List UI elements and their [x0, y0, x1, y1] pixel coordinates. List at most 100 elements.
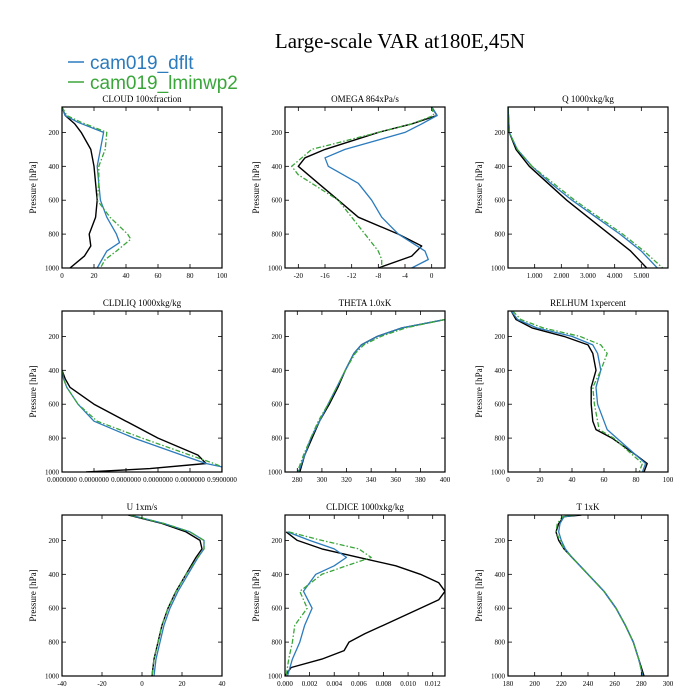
legend: cam019_dflt cam019_lminwp2: [68, 53, 238, 94]
series-line-control: [299, 318, 445, 472]
y-tick-label: 800: [495, 639, 506, 647]
series-line-cam019_dflt: [286, 531, 348, 676]
panel-2: OMEGA 864xPa/s Pressure [hPa] 200 400 600 800…: [251, 94, 446, 280]
y-tick-label: 1000: [491, 265, 506, 273]
legend-label-dflt: cam019_dflt: [90, 53, 194, 74]
panel-5: THETA 1.0xK 200 400 600 800 1000 280 300 320 340 3…: [268, 298, 451, 484]
panel-title: U 1xm/s: [127, 502, 158, 512]
series-line-control: [297, 107, 438, 268]
y-tick-label: 200: [495, 129, 506, 137]
x-tick-label: 300: [663, 680, 674, 688]
x-tick-label: 300: [317, 476, 328, 484]
x-tick-label: 60: [155, 272, 163, 280]
plot-frame: [284, 310, 446, 473]
y-tick-label: 200: [272, 537, 283, 545]
plot-lines: [555, 515, 645, 676]
y-tick-label: 1000: [45, 673, 60, 681]
y-tick-label: 400: [49, 163, 60, 171]
y-tick-label: 200: [272, 129, 283, 137]
series-line-control: [510, 311, 648, 472]
plot-lines: [291, 107, 438, 268]
x-tick-label: 260: [609, 680, 620, 688]
x-tick-label: 20: [537, 476, 545, 484]
y-tick-label: 1000: [268, 673, 283, 681]
x-tick-label: 0.0000000: [47, 476, 77, 484]
y-tick-label: 600: [272, 197, 283, 205]
x-tick-label: 0: [430, 272, 434, 280]
x-tick-label: 400: [440, 476, 451, 484]
x-tick-label: 360: [391, 476, 402, 484]
series-line-cam019_lminwp2: [62, 107, 132, 268]
series-line-control: [62, 107, 98, 268]
x-tick-label: 0.0000000: [111, 476, 141, 484]
panel-title: T 1xK: [576, 502, 600, 512]
x-tick-label: 0.0000000: [175, 476, 205, 484]
plot-frame: [507, 514, 669, 677]
x-tick-label: 240: [583, 680, 594, 688]
y-tick-label: 400: [272, 367, 283, 375]
x-tick-label: 0: [60, 272, 64, 280]
x-tick-label: 80: [633, 476, 641, 484]
x-tick-label: 40: [123, 272, 131, 280]
series-line-cam019_lminwp2: [555, 515, 644, 676]
series-line-cam019_dflt: [558, 515, 644, 676]
y-tick-label: 400: [495, 571, 506, 579]
plot-frame: [507, 310, 669, 473]
y-tick-label: 800: [272, 231, 283, 239]
series-line-cam019_dflt: [324, 107, 438, 268]
series-line-control: [508, 107, 648, 268]
y-tick-label: 800: [49, 435, 60, 443]
y-tick-label: 600: [495, 401, 506, 409]
x-tick-label: 280: [292, 476, 303, 484]
panel-title: CLOUD 100xfraction: [102, 94, 182, 104]
y-tick-label: 600: [272, 605, 283, 613]
plot-frame: [61, 310, 223, 473]
x-tick-label: -12: [347, 272, 357, 280]
x-tick-label: 100: [663, 476, 674, 484]
y-axis-label: Pressure [hPa]: [474, 161, 484, 213]
y-tick-label: 1000: [491, 469, 506, 477]
series-line-cam019_lminwp2: [512, 311, 644, 472]
x-tick-label: 0.008: [376, 680, 392, 688]
y-tick-label: 200: [272, 333, 283, 341]
y-tick-label: 800: [495, 435, 506, 443]
y-tick-label: 400: [495, 163, 506, 171]
x-tick-label: 200: [529, 680, 540, 688]
y-axis-label: Pressure [hPa]: [474, 365, 484, 417]
series-line-cam019_dflt: [510, 311, 647, 472]
y-axis-label: Pressure [hPa]: [28, 365, 38, 417]
y-tick-label: 1000: [45, 265, 60, 273]
y-tick-label: 600: [49, 605, 60, 613]
panel-title: OMEGA 864xPa/s: [331, 94, 399, 104]
legend-label-lminwp2: cam019_lminwp2: [90, 73, 238, 94]
y-tick-label: 200: [495, 537, 506, 545]
y-tick-label: 1000: [268, 265, 283, 273]
plot-lines: [285, 531, 445, 676]
series-line-cam019_dflt: [297, 318, 445, 472]
x-tick-label: 0: [140, 680, 144, 688]
plot-lines: [510, 311, 648, 472]
x-tick-label: 340: [366, 476, 377, 484]
x-tick-label: 0.000: [277, 680, 293, 688]
x-tick-label: 60: [601, 476, 609, 484]
x-tick-label: 220: [556, 680, 567, 688]
y-axis-label: Pressure [hPa]: [251, 161, 261, 213]
series-line-cam019_dflt: [62, 107, 121, 268]
plot-frame: [284, 106, 446, 269]
y-tick-label: 1000: [268, 469, 283, 477]
plot-lines: [62, 107, 132, 268]
panel-title: Q 1000xkg/kg: [562, 94, 614, 104]
panel-8: CLDICE 1000xkg/kg Pressure [hPa] 200 400 600…: [251, 502, 446, 688]
y-tick-label: 1000: [45, 469, 60, 477]
x-tick-label: 380: [415, 476, 426, 484]
x-tick-label: 4.000: [607, 272, 623, 280]
y-tick-label: 800: [495, 231, 506, 239]
y-tick-label: 600: [49, 401, 60, 409]
x-tick-label: -40: [57, 680, 67, 688]
series-line-cam019_lminwp2: [285, 531, 372, 676]
x-tick-label: 0.0000000: [79, 476, 109, 484]
y-axis-label: Pressure [hPa]: [28, 569, 38, 621]
x-tick-label: -4: [402, 272, 408, 280]
y-tick-label: 800: [49, 639, 60, 647]
